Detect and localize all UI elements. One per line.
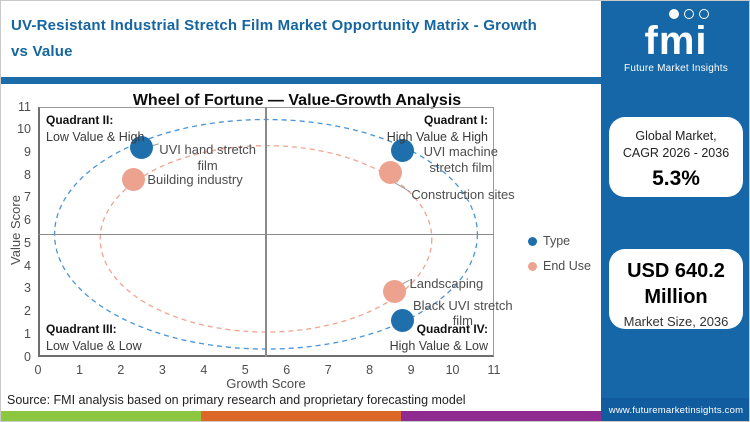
chart-legend: Type End Use [528, 234, 591, 273]
quadrant-label-iii: Quadrant III: Low Value & Low [46, 322, 142, 354]
y-tick-label: 9 [24, 144, 31, 159]
x-tick-label: 3 [158, 363, 166, 377]
x-tick-label: 10 [445, 363, 460, 377]
chart-title: Wheel of Fortune — Value-Growth Analysis [132, 92, 462, 109]
quadrant-i-name: Quadrant I: [423, 113, 488, 127]
globe-icon [684, 9, 694, 19]
page-title: UV-Resistant Industrial Stretch Film Mar… [11, 17, 537, 61]
fmi-logo: fmi Future Market Insights [601, 9, 749, 74]
x-tick-label: 0 [34, 363, 42, 377]
legend-label: Type [543, 234, 571, 248]
y-tick-label: 3 [24, 281, 31, 296]
cagr-card-line1: Global Market, [635, 129, 717, 143]
legend-swatch-icon [528, 261, 537, 271]
y-tick-label: 8 [24, 167, 31, 182]
quadrant-label-i: Quadrant I: High Value & High [387, 113, 488, 145]
source-note: Source: FMI analysis based on primary re… [7, 393, 466, 407]
x-tick-label: 9 [407, 363, 415, 377]
footer-bar-segment [1, 411, 201, 421]
x-tick-label: 2 [117, 363, 125, 377]
x-tick-label: 6 [283, 363, 291, 377]
y-tick-label: 11 [18, 99, 31, 114]
x-tick-label: 1 [75, 363, 83, 377]
x-tick-label: 4 [200, 363, 208, 377]
quadrant-iii-desc: Low Value & Low [46, 338, 142, 353]
market-size-value-line1: USD 640.2 [627, 260, 725, 282]
market-size-card: USD 640.2 Million Market Size, 2036 [609, 249, 743, 329]
logo-tagline: Future Market Insights [624, 63, 728, 74]
logo-brand: fmi [644, 19, 708, 63]
x-tick-label: 11 [487, 363, 501, 377]
quadrant-iii-name: Quadrant III: [46, 322, 117, 336]
chart-panel: UV-Resistant Industrial Stretch Film Mar… [1, 1, 601, 421]
legend-item: Type [528, 234, 591, 248]
globe-icon [669, 9, 679, 19]
x-tick-label: 5 [241, 363, 249, 377]
website-url: www.futuremarketinsights.com [601, 398, 749, 421]
y-axis-label: Value Score [8, 195, 23, 265]
title-divider [1, 77, 601, 84]
quadrant-i-desc: High Value & High [386, 129, 488, 144]
quadrant-ii-desc: Low Value & High [46, 129, 145, 144]
y-tick-label: 0 [24, 349, 31, 364]
market-size-value-line2: Million [644, 286, 708, 308]
legend-item: End Use [528, 259, 591, 273]
quadrant-iv-desc: High Value & Low [389, 338, 488, 353]
y-tick-label: 10 [17, 122, 31, 137]
y-tick-label: 1 [24, 326, 31, 341]
logo-globes [601, 9, 749, 21]
cagr-card-line2: CAGR 2026 - 2036 [622, 145, 730, 160]
quadrant-label-ii: Quadrant II: Low Value & High [46, 113, 144, 145]
market-size-caption: Market Size, 2036 [623, 314, 729, 329]
globe-icon [699, 9, 709, 19]
x-axis-label: Growth Score [226, 376, 306, 391]
sidebar: fmi Future Market Insights Global Market… [601, 1, 749, 421]
legend-label: End Use [543, 259, 591, 273]
footer-color-bar [1, 411, 601, 421]
quadrant-ii-name: Quadrant II: [46, 113, 114, 127]
legend-swatch-icon [528, 236, 537, 246]
cagr-value: 5.3% [652, 166, 700, 190]
footer-bar-segment [201, 411, 401, 421]
quadrant-iv-name: Quadrant IV: [416, 322, 488, 336]
quadrant-label-iv: Quadrant IV: High Value & Low [390, 322, 488, 354]
footer-bar-segment [401, 411, 601, 421]
x-tick-label: 8 [366, 363, 374, 377]
cagr-card: Global Market, CAGR 2026 - 2036 5.3% [609, 117, 743, 197]
y-tick-label: 2 [24, 304, 31, 319]
x-tick-label: 7 [324, 363, 332, 377]
